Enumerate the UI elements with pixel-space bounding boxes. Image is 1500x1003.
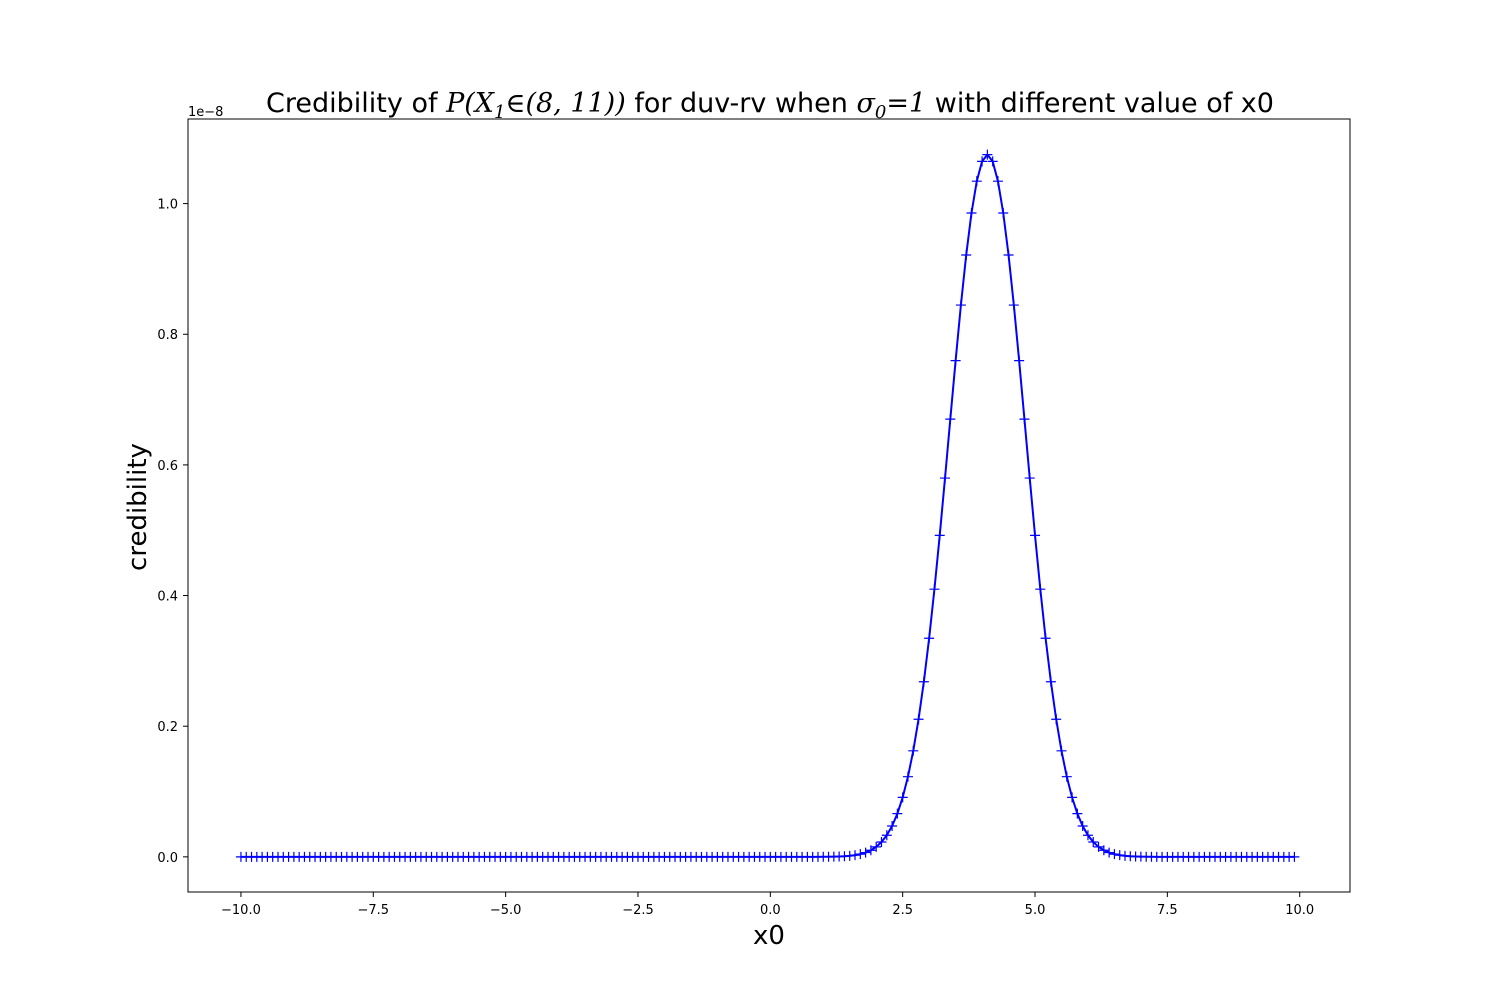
data-point [1061,771,1072,782]
x-tick-label: 5.0 [1025,903,1046,918]
data-point [897,792,908,803]
x-tick-label: 7.5 [1157,903,1178,918]
y-tick-label: 0.6 [157,459,178,474]
x-tick-label: 2.5 [892,903,913,918]
y-axis: 0.0 0.2 0.4 0.6 0.8 1.0 [157,198,188,866]
y-tick-label: 0.8 [157,328,178,343]
data-point [1098,845,1109,856]
data-point [860,847,871,858]
data-point [1008,300,1019,311]
data-point [950,355,961,366]
data-point [940,473,951,484]
data-point [855,849,866,860]
data-point [961,250,972,261]
data-point [1019,414,1030,425]
x-tick-label: −7.5 [357,903,389,918]
chart-title: Credibility of P(X1∈(8, 11)) for duv-rv … [266,88,1274,123]
data-point [971,176,982,187]
data-point [977,156,988,167]
axes-frame [187,118,1351,893]
data-point [918,676,929,687]
data-point [955,300,966,311]
data-point [929,584,940,595]
data-point [1067,792,1078,803]
data-point [1289,851,1300,862]
x-tick-label: −2.5 [622,903,654,918]
y-tick-label: 0.2 [157,720,178,735]
data-point [1077,821,1088,831]
data-point [876,837,887,848]
data-point [887,821,898,831]
data-point [1003,250,1014,261]
data-point [1045,676,1056,687]
data-point [966,207,977,218]
data-point [1109,849,1120,860]
data-point [892,808,903,819]
data-point [1072,808,1083,819]
x-tick-label: 0.0 [760,903,781,918]
y-offset-text: 1e−8 [188,105,223,120]
y-tick-label: 0.0 [157,851,178,866]
data-point [908,745,919,756]
data-point [992,176,1003,187]
y-tick-label: 1.0 [157,198,178,213]
data-point [871,841,882,852]
data-point [913,714,924,725]
data-point [1014,355,1025,366]
x-tick-label: −10.0 [221,903,261,918]
data-point [987,156,998,167]
data-point [998,207,1009,218]
data-point [881,830,892,841]
data-point [902,771,913,782]
data-point [934,530,945,541]
x-axis-label: x0 [753,921,785,951]
data-point [865,845,876,856]
data-point [1035,584,1046,595]
data-point [844,850,855,861]
data-point [1093,841,1104,852]
data-point [1114,850,1125,861]
plot-area [187,118,1351,893]
data-point [1104,847,1115,858]
x-axis: −10.0 −7.5 −5.0 −2.5 0.0 2.5 5.0 7.5 10.0 [221,892,1314,918]
data-point [850,850,861,861]
data-point [945,414,956,425]
data-point [982,149,993,160]
x-tick-label: −5.0 [490,903,522,918]
y-axis-label: credibility [123,443,153,571]
data-point [924,633,935,644]
data-point [1082,830,1093,841]
data-point [1030,530,1041,541]
y-tick-label: 0.4 [157,590,178,605]
data-point [1040,633,1051,644]
data-point [1056,745,1067,756]
data-point [1088,837,1099,848]
data-point [1051,714,1062,725]
data-point [1024,473,1035,484]
x-tick-label: 10.0 [1285,903,1314,918]
